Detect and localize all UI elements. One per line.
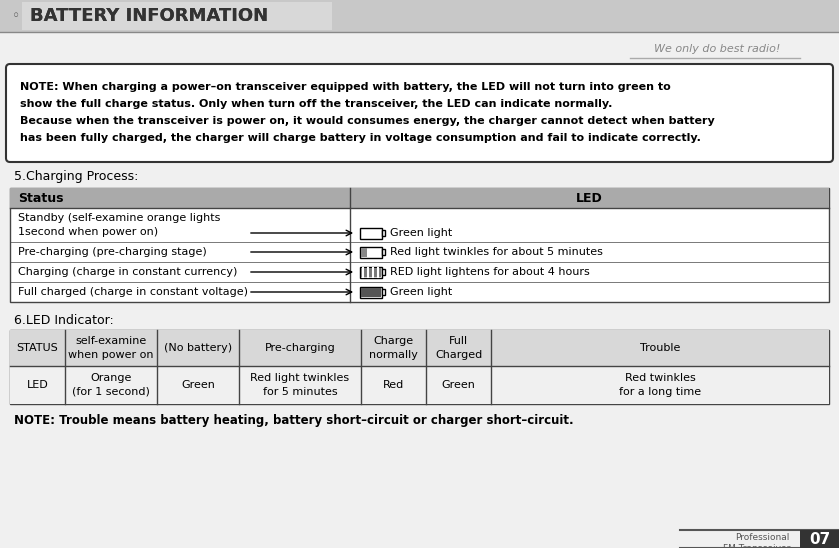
Bar xyxy=(10,366,829,404)
Text: LED: LED xyxy=(27,380,49,390)
Bar xyxy=(10,188,829,208)
Bar xyxy=(10,188,829,302)
Bar xyxy=(10,330,829,366)
Text: Orange
(for 1 second): Orange (for 1 second) xyxy=(72,373,150,397)
Text: Standby (self-examine orange lights: Standby (self-examine orange lights xyxy=(18,213,221,223)
Text: Professional
FM Transceiver: Professional FM Transceiver xyxy=(722,533,790,548)
Bar xyxy=(361,267,381,277)
Text: Red: Red xyxy=(383,380,404,390)
Text: show the full charge status. Only when turn off the transceiver, the LED can ind: show the full charge status. Only when t… xyxy=(20,99,612,109)
Bar xyxy=(382,269,385,275)
Text: STATUS: STATUS xyxy=(17,343,59,353)
Bar xyxy=(360,287,382,298)
Text: Charge
normally: Charge normally xyxy=(369,336,418,359)
Text: Charging (charge in constant currency): Charging (charge in constant currency) xyxy=(18,267,237,277)
Text: Status: Status xyxy=(18,191,64,204)
Text: BATTERY INFORMATION: BATTERY INFORMATION xyxy=(30,7,268,25)
Bar xyxy=(382,289,385,295)
Text: NOTE: Trouble means battery heating, battery short–circuit or charger short–circ: NOTE: Trouble means battery heating, bat… xyxy=(14,414,574,427)
Text: Trouble: Trouble xyxy=(640,343,680,353)
Bar xyxy=(382,249,385,255)
Text: Red light twinkles for about 5 minutes: Red light twinkles for about 5 minutes xyxy=(390,247,603,257)
Text: LED: LED xyxy=(576,191,603,204)
Bar xyxy=(361,288,381,296)
Text: BATTERY INFORMATION: BATTERY INFORMATION xyxy=(30,7,268,25)
Text: 5.Charging Process:: 5.Charging Process: xyxy=(14,170,138,183)
Text: Red twinkles
for a long time: Red twinkles for a long time xyxy=(619,373,701,397)
Text: Red light twinkles
for 5 minutes: Red light twinkles for 5 minutes xyxy=(250,373,350,397)
Text: Green: Green xyxy=(441,380,476,390)
Bar xyxy=(361,248,367,256)
Text: ◦: ◦ xyxy=(12,9,20,23)
Bar xyxy=(360,227,382,238)
Bar xyxy=(382,230,385,236)
Text: (No battery): (No battery) xyxy=(164,343,232,353)
Text: NOTE: When charging a power–on transceiver equipped with battery, the LED will n: NOTE: When charging a power–on transceiv… xyxy=(20,82,670,92)
Text: Pre-charging (pre-charging stage): Pre-charging (pre-charging stage) xyxy=(18,247,206,257)
Text: 6.LED Indicator:: 6.LED Indicator: xyxy=(14,314,114,327)
Text: Green light: Green light xyxy=(390,287,452,297)
Bar xyxy=(10,330,829,404)
Bar xyxy=(0,0,839,32)
Text: Full charged (charge in constant voltage): Full charged (charge in constant voltage… xyxy=(18,287,248,297)
Bar xyxy=(22,2,332,30)
FancyBboxPatch shape xyxy=(6,64,833,162)
Bar xyxy=(360,266,382,277)
Bar xyxy=(360,247,382,258)
Text: has been fully charged, the charger will charge battery in voltage consumption a: has been fully charged, the charger will… xyxy=(20,133,701,143)
Text: Because when the transceiver is power on, it would consumes energy, the charger : Because when the transceiver is power on… xyxy=(20,116,715,126)
Text: Green light: Green light xyxy=(390,228,452,238)
Text: RED light lightens for about 4 hours: RED light lightens for about 4 hours xyxy=(390,267,590,277)
Text: Pre-charging: Pre-charging xyxy=(264,343,336,353)
Text: Green: Green xyxy=(181,380,215,390)
Text: We only do best radio!: We only do best radio! xyxy=(654,44,780,54)
Bar xyxy=(800,530,839,548)
Text: Full
Charged: Full Charged xyxy=(435,336,482,359)
Text: self-examine
when power on: self-examine when power on xyxy=(68,336,154,359)
Text: 1second when power on): 1second when power on) xyxy=(18,227,158,237)
Text: 07: 07 xyxy=(810,532,831,546)
